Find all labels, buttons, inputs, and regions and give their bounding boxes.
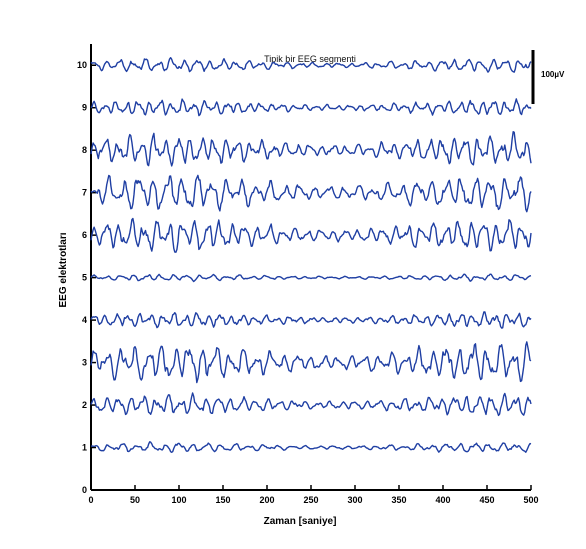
eeg-trace-5 [90,273,532,283]
y-tick-label: 10 [77,60,87,70]
eeg-trace-2 [90,392,532,417]
y-tick-label: 9 [82,103,87,113]
y-tick-label: 2 [82,400,87,410]
y-axis-label: EEG elektrotları [58,232,69,307]
eeg-series-group [90,57,532,453]
y-tick-label: 5 [82,273,87,283]
eeg-trace-4 [90,311,532,329]
y-tick-label: 0 [82,485,87,495]
x-tick-label: 200 [259,495,274,505]
x-tick-label: 500 [523,495,538,505]
x-tick-label: 350 [391,495,406,505]
y-tick-label: 1 [82,443,87,453]
eeg-trace-8 [90,130,532,167]
x-axis-ticks: 0 50 100 150 200 250 300 350 400 450 500 [88,485,539,505]
chart-title: Tipik bir EEG segmenti [264,54,356,64]
x-axis-label: Zaman [saniye] [264,516,337,527]
eeg-trace-3 [90,341,532,384]
y-tick-label: 4 [82,315,87,325]
x-tick-label: 400 [435,495,450,505]
y-tick-label: 7 [82,188,87,198]
eeg-trace-10 [90,57,532,73]
x-tick-label: 0 [88,495,93,505]
x-tick-label: 250 [303,495,318,505]
eeg-trace-1 [91,441,532,453]
x-tick-label: 450 [479,495,494,505]
eeg-trace-9 [90,98,532,117]
y-tick-label: 3 [82,358,87,368]
x-tick-label: 100 [171,495,186,505]
eeg-trace-6 [90,217,532,253]
y-tick-label: 8 [82,145,87,155]
x-tick-label: 50 [130,495,140,505]
eeg-trace-7 [90,174,532,213]
x-tick-label: 300 [347,495,362,505]
scale-bar-label: 100µV [541,70,565,79]
x-tick-label: 150 [215,495,230,505]
y-tick-label: 6 [82,230,87,240]
